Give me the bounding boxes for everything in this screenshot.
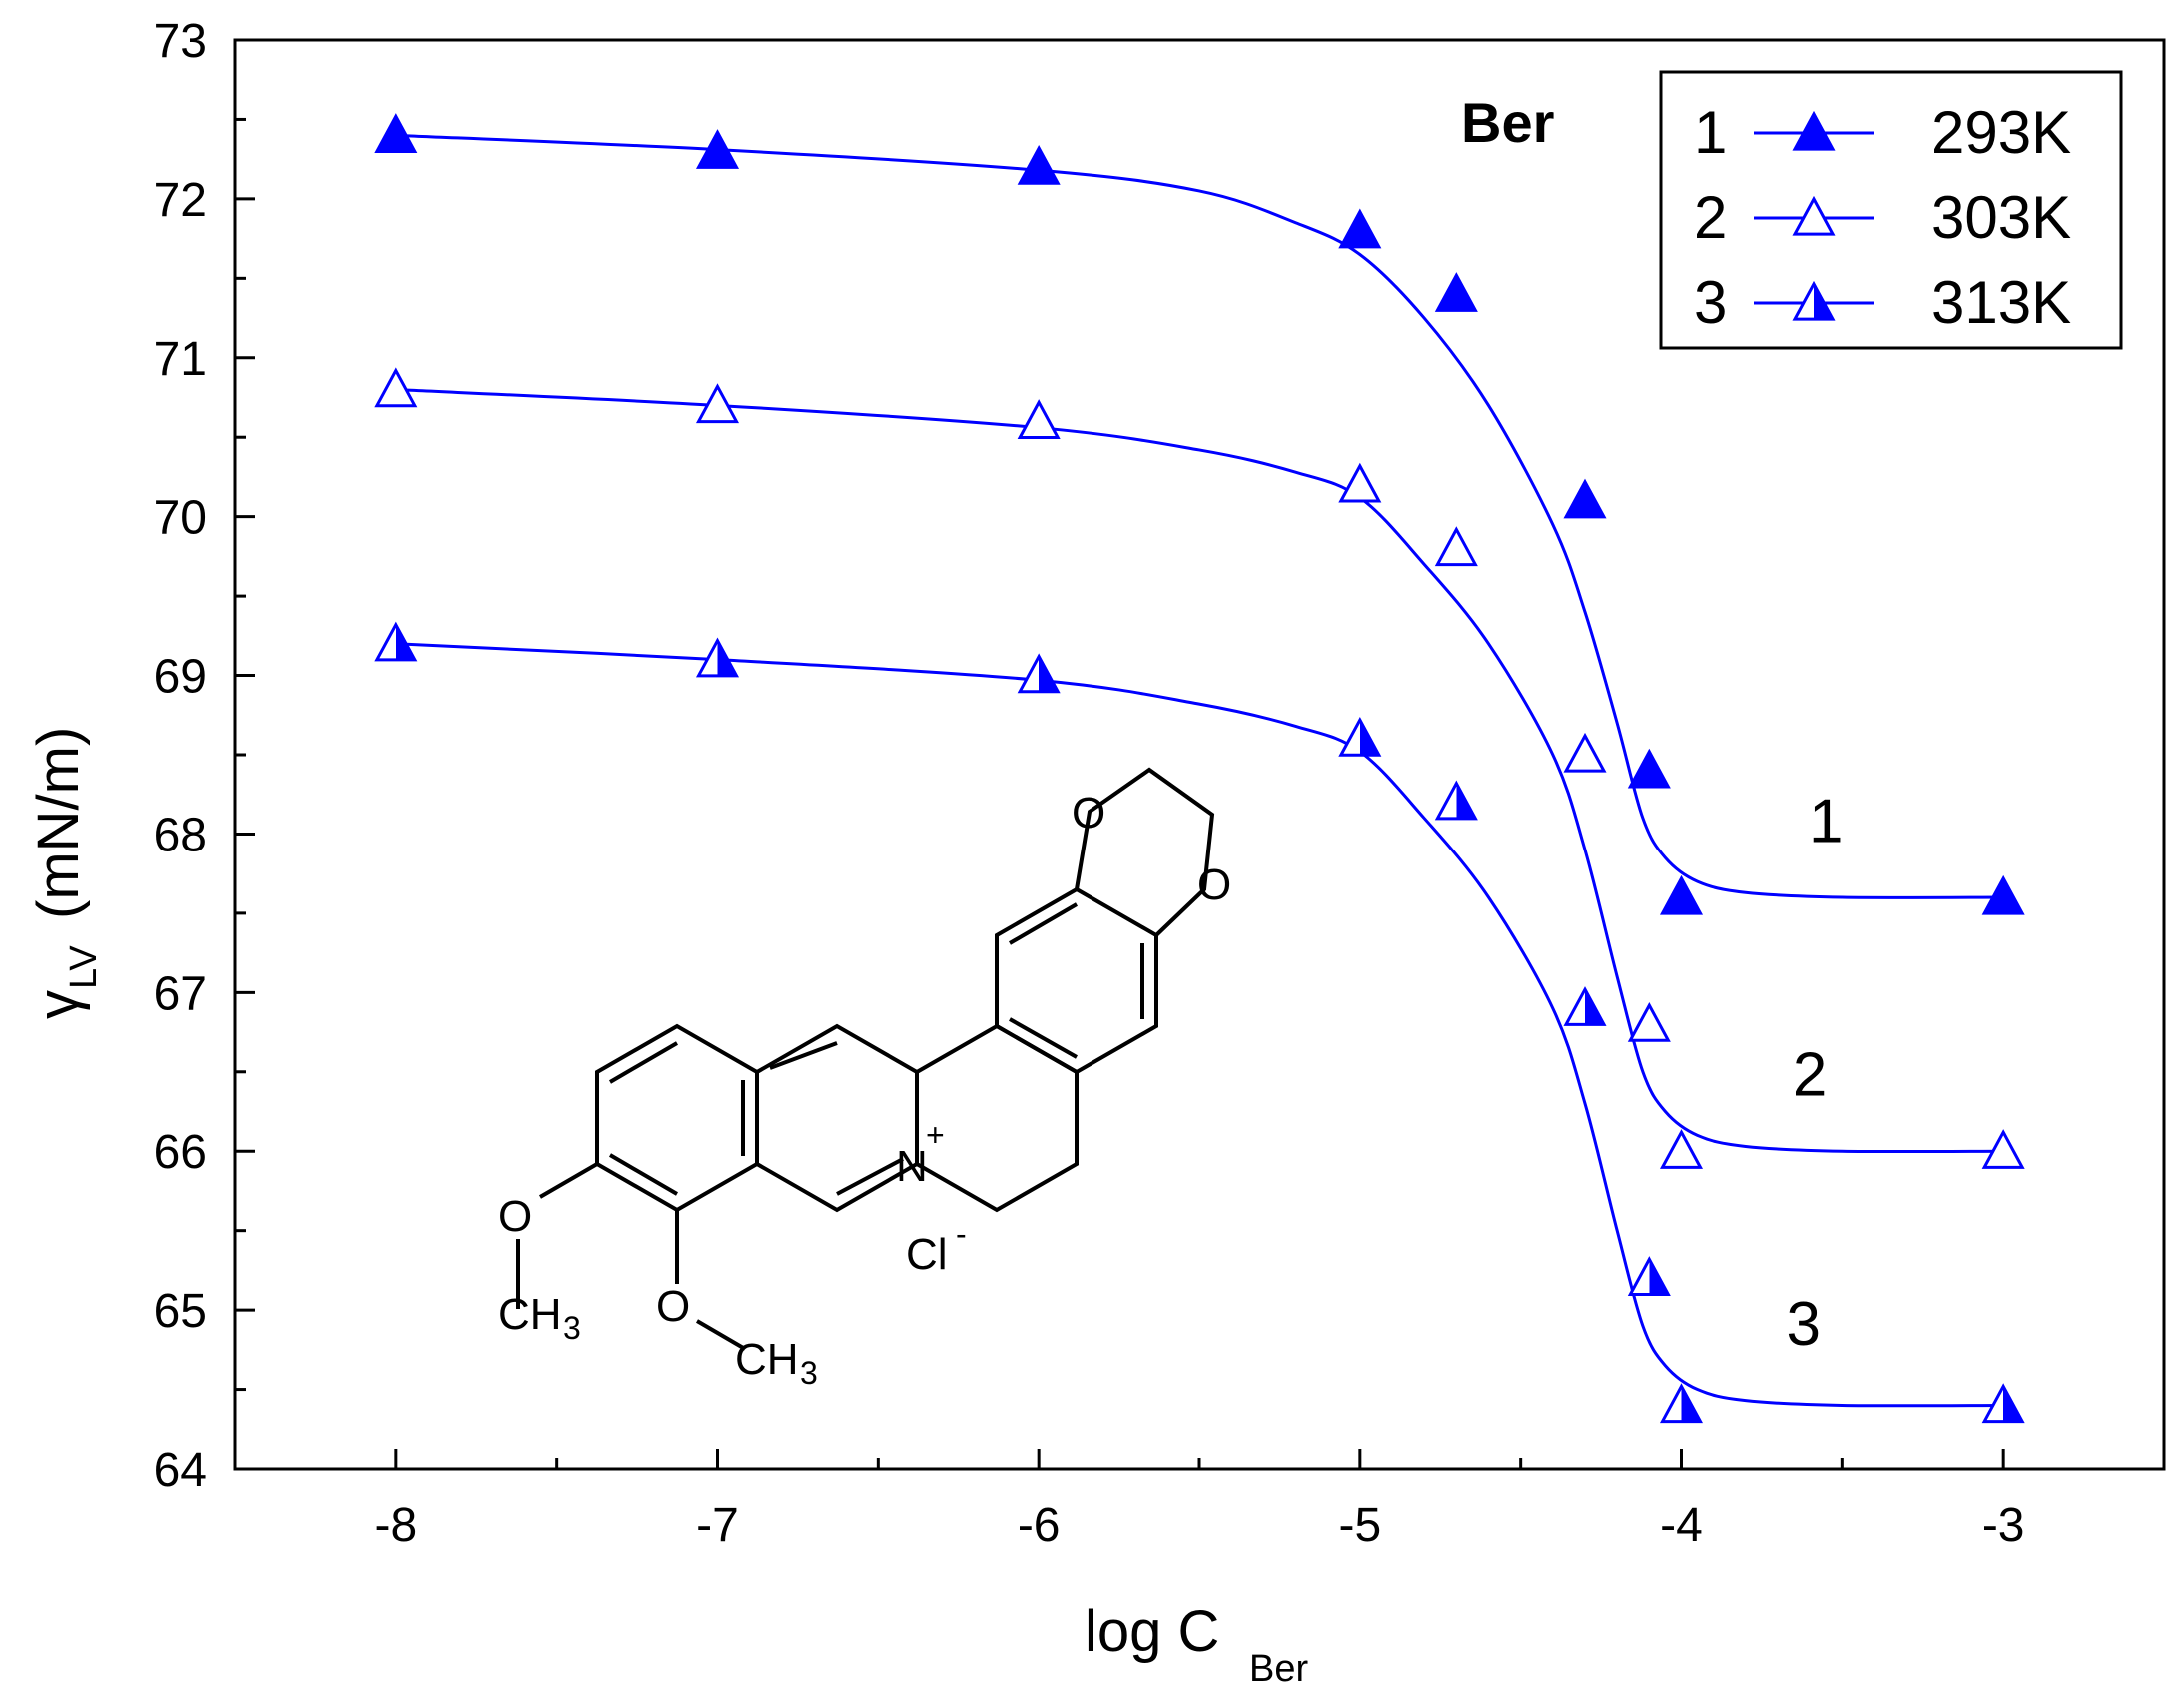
series-2-point [1434,526,1478,567]
y-tick-label: 73 [154,15,207,68]
y-tick-label: 72 [154,174,207,227]
y-tick-label: 65 [154,1285,207,1338]
legend-number: 3 [1694,269,1727,336]
series-2-point [1627,1001,1671,1042]
svg-text:CH: CH [735,1335,799,1384]
y-tick-label: 68 [154,809,207,861]
series-1-point [1563,478,1607,519]
svg-text:γ: γ [26,990,91,1019]
series-2-point [1017,399,1061,439]
series-3-point [1981,1383,2025,1424]
y-tick-label: 66 [154,1126,207,1179]
svg-text:-: - [956,1216,967,1252]
series-2-point [695,383,740,424]
curve-label: 3 [1786,1290,1820,1359]
y-tick-label: 70 [154,492,207,545]
ring-a [595,1023,759,1213]
series-1-point [1981,874,2025,915]
y-tick-label: 64 [154,1444,207,1497]
svg-text:+: + [926,1117,945,1153]
svg-text:O: O [1197,860,1231,909]
data-markers [374,113,2025,1424]
chart-title: Ber [1461,91,1554,154]
legend-series-name: 293K [1931,99,2071,166]
series-2-point [1981,1129,2025,1169]
series-1-point [1627,748,1671,789]
series-1-point [1017,144,1061,185]
series-1-point [1434,272,1478,312]
series-3-point [1017,653,1061,694]
x-axis-title: log C Ber [1085,1599,1308,1690]
series-1-line [395,133,2004,899]
curve-label: 1 [1809,787,1843,855]
series-3-point [1627,1256,1671,1296]
svg-text:CH: CH [498,1290,562,1339]
svg-text:log C: log C [1085,1599,1219,1664]
y-tick-label: 71 [154,333,207,386]
svg-text:3: 3 [800,1355,818,1391]
x-tick-label: -4 [1660,1499,1703,1552]
series-2-point [1338,462,1382,503]
series-1-point [374,113,418,153]
y-axis-title: γ LV (mN/m) [26,727,105,1019]
x-tick-label: -7 [696,1499,739,1552]
legend-number: 1 [1694,99,1727,166]
svg-text:(mN/m): (mN/m) [26,727,91,919]
svg-text:3: 3 [563,1310,581,1346]
legend-number: 2 [1694,184,1727,251]
berberine-chloride-structure [516,767,1215,1351]
dioxole [1075,767,1215,937]
series-3-point [1659,1383,1704,1424]
y-tick-label: 67 [154,967,207,1020]
ring-d [995,886,1158,1075]
series-3-point [1563,986,1607,1026]
svg-text:N: N [896,1142,928,1191]
legend: 1 293K 2 303K 3 313K [1659,70,2123,350]
legend-marker [1792,280,1836,321]
legend-series-name: 313K [1931,269,2071,336]
curve-labels: 1 2 3 [1786,787,1843,1359]
fit-curves [395,133,2004,1408]
series-2-line [395,388,2004,1154]
svg-text:O: O [498,1192,532,1241]
svg-text:LV: LV [63,945,105,989]
series-2-point [1659,1129,1704,1169]
svg-text:Cl: Cl [906,1230,948,1279]
series-2-point [1563,732,1607,773]
legend-box [1659,70,2123,350]
legend-series-name: 303K [1931,184,2071,251]
x-tick-label: -5 [1338,1499,1381,1552]
ring-b [756,1023,919,1213]
series-3-point [374,621,418,662]
ring-c [916,1023,1079,1213]
series-2-point [374,367,418,408]
legend-marker [1792,110,1836,151]
series-3-point [695,637,740,678]
svg-text:O: O [1072,789,1105,838]
svg-text:O: O [656,1282,690,1331]
y-tick-label: 69 [154,651,207,704]
series-3-point [1338,716,1382,757]
svg-text:Ber: Ber [1249,1648,1308,1690]
x-tick-label: -8 [374,1499,417,1552]
series-3-point [1434,780,1478,821]
x-tick-label: -6 [1018,1499,1061,1552]
series-3-line [395,642,2004,1408]
series-1-point [695,129,740,169]
x-tick-label: -3 [1982,1499,2025,1552]
curve-label: 2 [1793,1041,1827,1110]
series-1-point [1338,208,1382,249]
structure-labels: O O O O N + Cl - CH 3 CH 3 [498,789,1231,1391]
legend-marker [1792,195,1836,236]
series-1-point [1659,874,1704,915]
